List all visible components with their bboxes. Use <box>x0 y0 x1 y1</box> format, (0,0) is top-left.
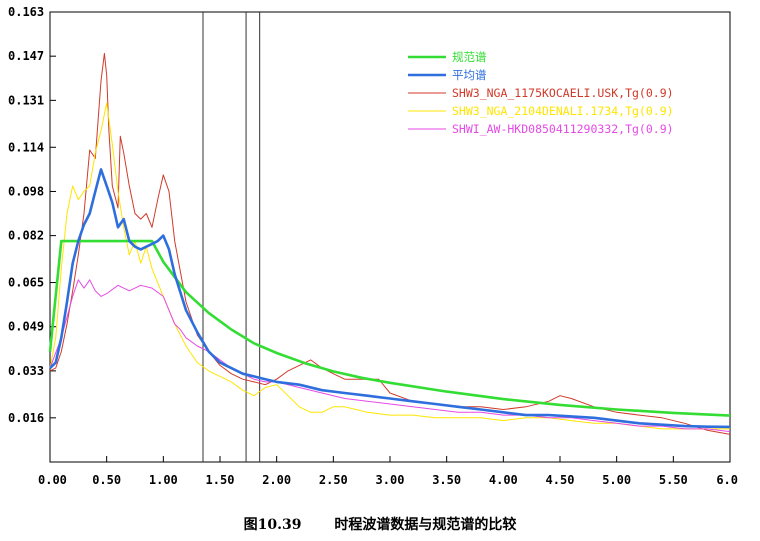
x-tick-label: 2.50 <box>319 473 348 487</box>
x-tick-label: 0.50 <box>92 473 121 487</box>
y-tick-label: 0.016 <box>8 411 44 425</box>
x-tick-label: 4.50 <box>546 473 575 487</box>
y-tick-label: 0.163 <box>8 5 44 19</box>
x-tick-label: 6.0 <box>716 473 738 487</box>
y-axis-ticks: 0.016 0.033 0.049 0.065 0.082 0.098 0.114 0.131… <box>8 5 56 425</box>
figure-title: 时程波谱数据与规范谱的比较 <box>334 517 517 533</box>
y-tick-label: 0.082 <box>8 229 44 243</box>
y-tick-label: 0.098 <box>8 184 44 198</box>
y-tick-label: 0.033 <box>8 364 44 378</box>
figure-number: 图10.39 <box>243 517 302 533</box>
plot-border <box>49 11 731 463</box>
legend-label: 规范谱 <box>452 50 487 64</box>
x-tick-label: 5.00 <box>602 473 631 487</box>
x-tick-label: 1.00 <box>149 473 178 487</box>
x-axis-ticks: 0.00 0.50 1.00 1.50 2.00 2.50 3.00 3.50 4.00 4.50… <box>38 456 738 487</box>
y-tick-label: 0.147 <box>8 49 44 63</box>
y-tick-label: 0.065 <box>8 276 44 290</box>
y-tick-label: 0.131 <box>8 93 44 107</box>
series-line-5 <box>49 279 731 433</box>
legend-label: SHW3_NGA_1175KOCAELI.USK,Tg(0.9) <box>452 86 674 100</box>
x-tick-label: 2.00 <box>262 473 291 487</box>
x-tick-label: 3.50 <box>432 473 461 487</box>
legend-label: SHW3_NGA_2104DENALI.1734,Tg(0.9) <box>452 104 674 118</box>
x-tick-label: 3.00 <box>376 473 405 487</box>
spectrum-chart: 0.016 0.033 0.049 0.065 0.082 0.098 0.114 0.131… <box>8 5 738 487</box>
figure-caption: 图10.39 时程波谱数据与规范谱的比较 <box>0 514 760 534</box>
legend-label: SHWI_AW-HKD0850411290332,Tg(0.9) <box>452 122 674 136</box>
series-line-1 <box>48 239 731 417</box>
y-tick-label: 0.049 <box>8 320 44 334</box>
vertical-marker-lines <box>202 12 261 462</box>
series-line-3 <box>49 52 731 435</box>
series-line-2 <box>49 168 731 429</box>
legend-label: 平均谱 <box>452 68 487 82</box>
plot-frame <box>49 11 731 463</box>
x-tick-label: 1.50 <box>206 473 235 487</box>
y-tick-label: 0.114 <box>8 140 44 154</box>
x-tick-label: 0.00 <box>38 473 67 487</box>
series-line-4 <box>49 102 730 430</box>
x-tick-label: 4.00 <box>489 473 518 487</box>
series-lines <box>48 52 731 435</box>
x-tick-label: 5.50 <box>659 473 688 487</box>
